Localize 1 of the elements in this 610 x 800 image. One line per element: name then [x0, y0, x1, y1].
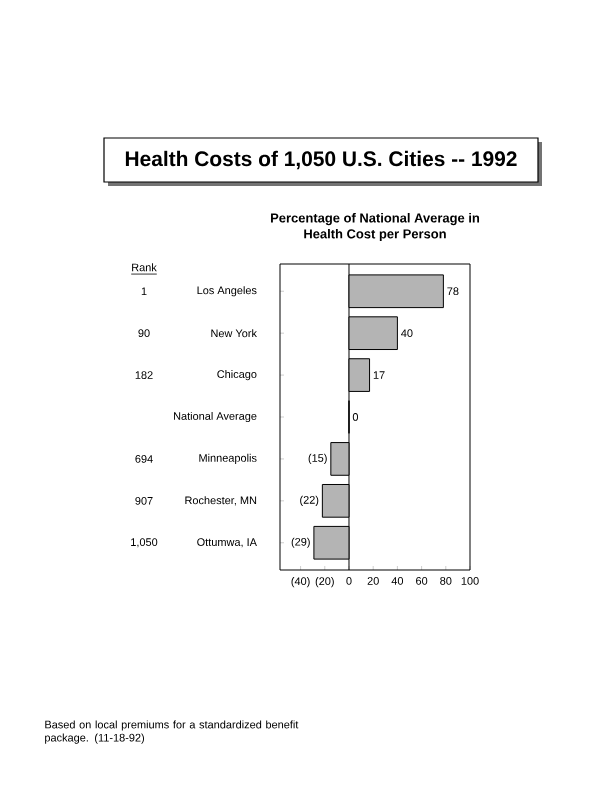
chart-title: Health Costs of 1,050 U.S. Cities -- 1992 — [125, 150, 517, 170]
